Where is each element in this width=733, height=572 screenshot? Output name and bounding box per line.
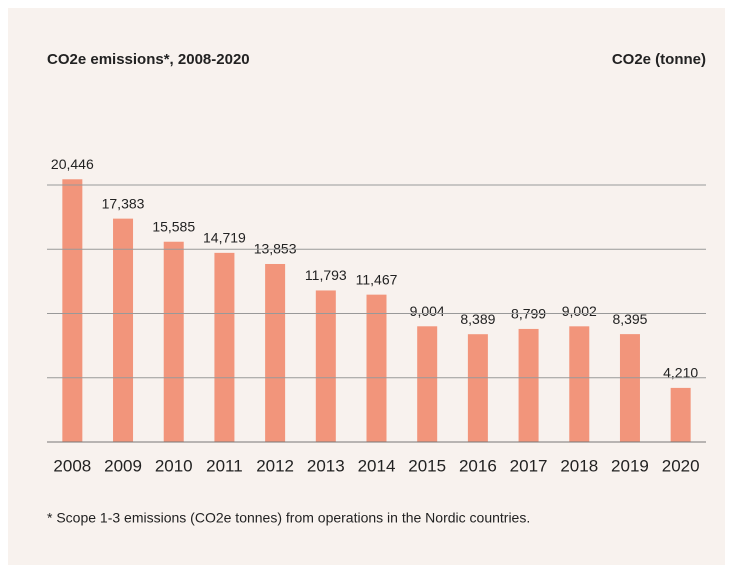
- bar: [518, 328, 539, 442]
- value-label: 11,793: [305, 267, 347, 283]
- footnote: * Scope 1-3 emissions (CO2e tonnes) from…: [47, 510, 530, 526]
- value-label: 9,004: [410, 303, 445, 319]
- x-tick-label: 2017: [510, 456, 548, 475]
- value-label: 4,210: [663, 365, 698, 381]
- x-tick-label: 2020: [662, 456, 700, 475]
- bar: [163, 241, 184, 442]
- x-tick-label: 2011: [206, 456, 243, 475]
- bar: [366, 294, 387, 442]
- y-axis-label: CO2e (tonne): [612, 51, 706, 68]
- bar: [315, 290, 336, 442]
- value-label: 11,467: [356, 271, 398, 287]
- x-tick-label: 2015: [408, 456, 446, 475]
- bar: [467, 334, 488, 442]
- bar: [569, 326, 590, 442]
- bar: [417, 326, 438, 442]
- x-tick-label: 2009: [104, 456, 142, 475]
- value-label: 9,002: [562, 303, 597, 319]
- value-label: 17,383: [102, 195, 145, 211]
- x-tick-label: 2019: [611, 456, 649, 475]
- chart-title: CO2e emissions*, 2008-2020: [47, 51, 250, 68]
- value-label: 14,719: [203, 230, 246, 246]
- bar: [670, 387, 691, 442]
- bar: [62, 179, 83, 442]
- x-tick-label: 2013: [307, 456, 345, 475]
- x-tick-label: 2018: [560, 456, 598, 475]
- x-tick-label: 2012: [256, 456, 294, 475]
- value-label: 8,389: [460, 311, 495, 327]
- value-label: 20,446: [51, 156, 94, 172]
- x-tick-label: 2010: [155, 456, 193, 475]
- value-label: 15,585: [152, 218, 195, 234]
- value-label: 13,853: [254, 241, 297, 257]
- x-tick-label: 2014: [358, 456, 396, 475]
- bar: [214, 252, 235, 442]
- bar: [265, 263, 286, 442]
- bar: [619, 334, 640, 442]
- value-label: 8,395: [612, 311, 647, 327]
- x-tick-label: 2008: [53, 456, 91, 475]
- x-tick-label: 2016: [459, 456, 497, 475]
- bar: [113, 218, 134, 442]
